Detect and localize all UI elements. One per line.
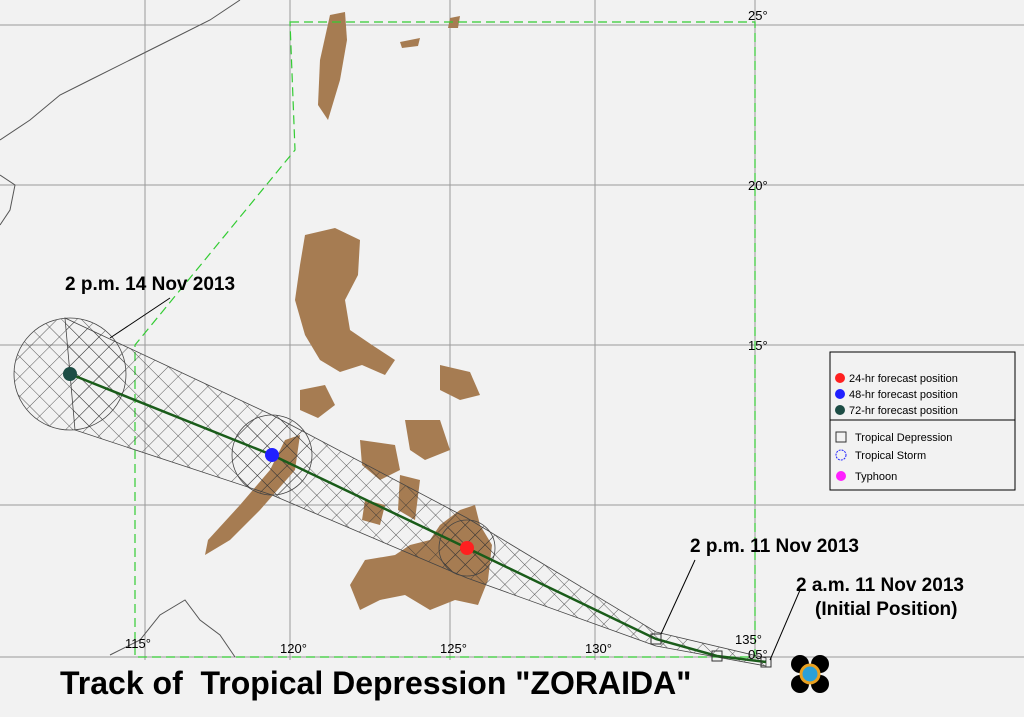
lat-label: 25° (748, 8, 768, 23)
track (69, 372, 767, 664)
legend-label: Tropical Storm (855, 450, 926, 462)
coastline (0, 0, 241, 658)
legend-label: Typhoon (855, 471, 897, 483)
par-boundary (134, 21, 756, 658)
legend-label: 72-hr forecast position (849, 405, 958, 417)
annotation: (Initial Position) (815, 599, 958, 620)
lon-label: 135° (735, 632, 762, 647)
lat-label: 20° (748, 178, 768, 193)
legend-label: 24-hr forecast position (849, 373, 958, 385)
annotation: 2 p.m. 14 Nov 2013 (65, 274, 235, 295)
positions (63, 367, 772, 668)
legend: 24-hr forecast position 48-hr forecast p… (829, 351, 1016, 491)
annotation: 2 p.m. 11 Nov 2013 (690, 536, 859, 557)
forecast-cone (13, 317, 767, 667)
lon-label: 125° (440, 641, 467, 656)
legend-label: 48-hr forecast position (849, 389, 958, 401)
lat-label: 15° (748, 338, 768, 353)
lon-label: 115° (125, 636, 151, 651)
lat-label: 05° (748, 647, 768, 662)
lon-label: 120° (280, 641, 307, 656)
map-title: Track of Tropical Depression "ZORAIDA" (60, 665, 691, 701)
legend-label: Tropical Depression (855, 432, 952, 444)
logo (791, 655, 829, 693)
leader-lines (109, 297, 801, 661)
annotation: 2 a.m. 11 Nov 2013 (796, 575, 964, 596)
lon-label: 130° (585, 641, 612, 656)
